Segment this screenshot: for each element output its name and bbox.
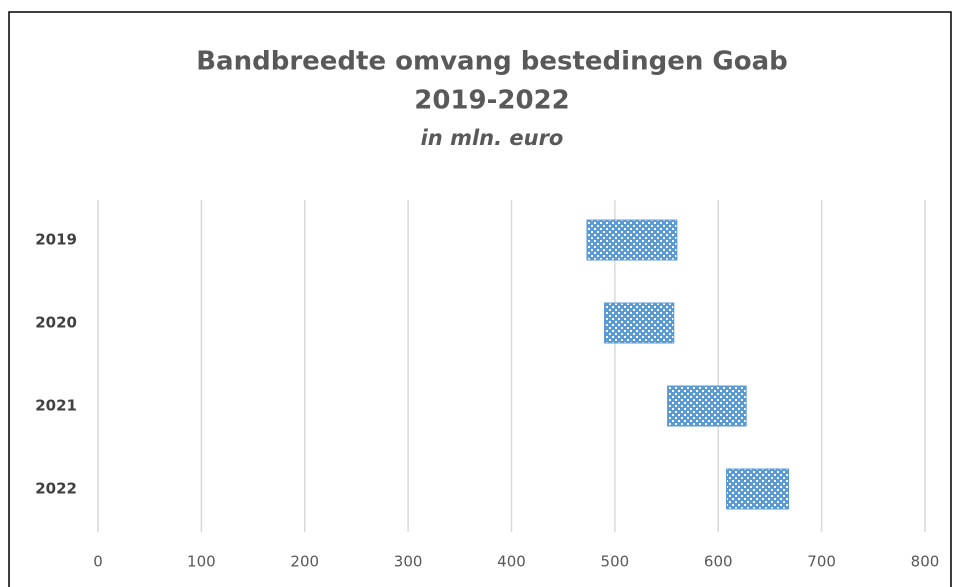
x-tick-label: 0 (93, 553, 103, 571)
x-tick-label: 800 (911, 553, 940, 571)
x-tick-label: 600 (704, 553, 733, 571)
y-tick-label: 2019 (35, 231, 77, 249)
y-tick-label: 2020 (35, 314, 77, 332)
chart-title: Bandbreedte omvang bestedingen Goab (196, 47, 788, 77)
x-tick-label: 300 (394, 553, 423, 571)
chart-title-line2: 2019-2022 (414, 86, 570, 116)
x-tick-label: 700 (807, 553, 836, 571)
range-bar (726, 468, 790, 510)
y-tick-label: 2022 (35, 480, 77, 498)
x-tick-label: 100 (187, 553, 216, 571)
range-bar (604, 302, 675, 344)
y-tick-label: 2021 (35, 397, 77, 415)
x-tick-label: 500 (601, 553, 630, 571)
range-bar (586, 219, 678, 261)
range-bar (667, 385, 747, 427)
chart-subtitle: in mln. euro (421, 126, 564, 150)
x-tick-label: 400 (497, 553, 526, 571)
x-tick-label: 200 (290, 553, 319, 571)
chart-frame (8, 11, 952, 587)
